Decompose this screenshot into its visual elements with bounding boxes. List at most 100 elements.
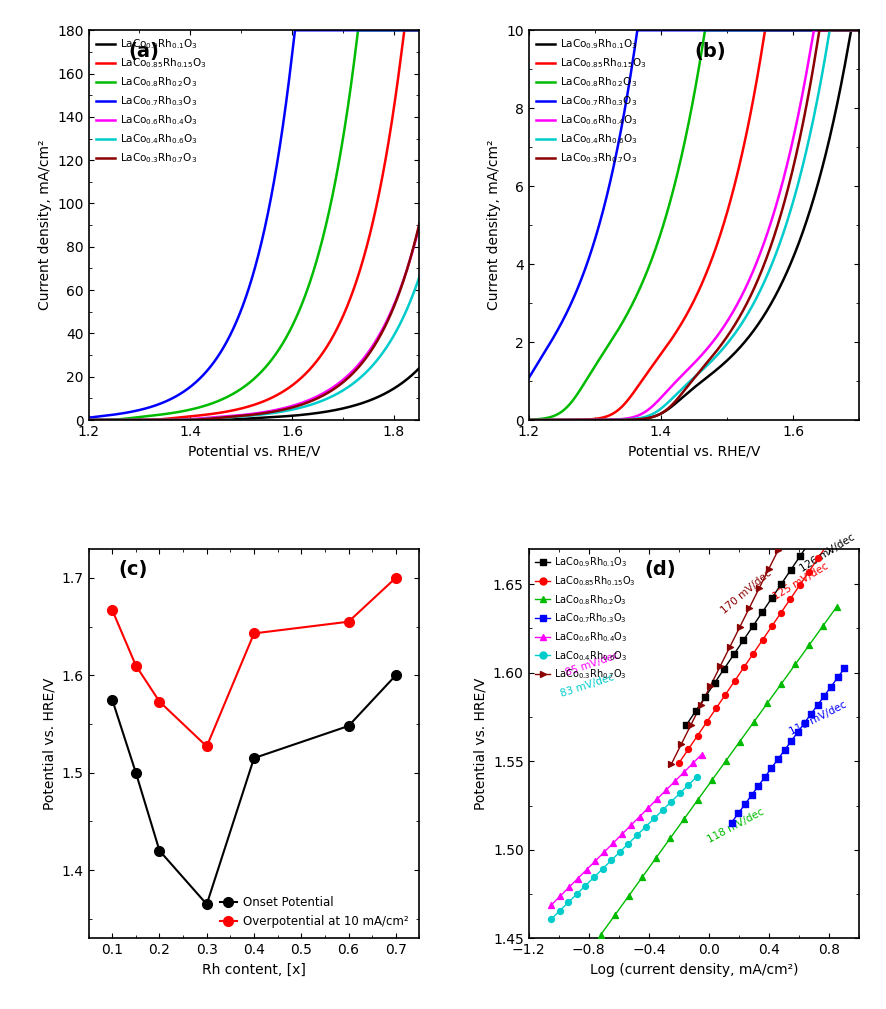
LaCo$_{0.7}$Rh$_{0.3}$O$_3$	[290, 24, 300, 36]
LaCo$_{0.6}$Rh$_{0.4}$O$_3$	[414, 220, 424, 232]
LaCo$_{0.6}$Rh$_{0.4}$O$_3$	[784, 150, 795, 162]
LaCo$_{0.8}$Rh$_{0.2}$O$_3$	[245, 376, 255, 388]
Point	[672, 755, 686, 771]
LaCo$_{0.3}$Rh$_{0.7}$O$_3$	[100, 414, 111, 426]
LaCo$_{0.9}$Rh$_{0.1}$O$_3$	[83, 414, 94, 426]
LaCo$_{0.4}$Rh$_{0.6}$O$_3$	[844, 24, 855, 36]
Point	[736, 633, 750, 649]
Point	[684, 716, 698, 733]
Point	[604, 853, 618, 869]
Point	[821, 506, 835, 522]
Point	[677, 764, 691, 780]
LaCo$_{0.3}$Rh$_{0.7}$O$_3$	[844, 24, 855, 36]
Point	[587, 869, 601, 885]
Point	[783, 591, 797, 607]
LaCo$_{0.7}$Rh$_{0.3}$O$_3$	[632, 24, 642, 36]
Point	[746, 646, 760, 662]
Point	[797, 714, 812, 731]
Point	[765, 760, 779, 776]
LaCo$_{0.4}$Rh$_{0.6}$O$_3$	[100, 414, 111, 426]
LaCo$_{0.3}$Rh$_{0.7}$O$_3$	[404, 254, 415, 266]
Text: (a): (a)	[128, 42, 159, 61]
Point	[791, 723, 805, 740]
LaCo$_{0.3}$Rh$_{0.7}$O$_3$	[540, 414, 551, 426]
Point	[694, 697, 708, 713]
LaCo$_{0.7}$Rh$_{0.3}$O$_3$	[524, 372, 534, 384]
Point	[588, 853, 602, 869]
Point	[802, 563, 816, 579]
Point	[802, 637, 816, 653]
Line: LaCo$_{0.8}$Rh$_{0.2}$O$_3$: LaCo$_{0.8}$Rh$_{0.2}$O$_3$	[529, 30, 859, 420]
LaCo$_{0.7}$Rh$_{0.3}$O$_3$	[83, 412, 94, 424]
Point	[737, 659, 751, 675]
LaCo$_{0.6}$Rh$_{0.4}$O$_3$	[684, 362, 695, 374]
Point	[639, 818, 653, 834]
Line: LaCo$_{0.7}$Rh$_{0.3}$O$_3$: LaCo$_{0.7}$Rh$_{0.3}$O$_3$	[529, 30, 859, 378]
Point	[793, 548, 807, 564]
Point	[624, 817, 638, 833]
Line: LaCo$_{0.9}$Rh$_{0.1}$O$_3$: LaCo$_{0.9}$Rh$_{0.1}$O$_3$	[529, 30, 859, 420]
LaCo$_{0.9}$Rh$_{0.1}$O$_3$	[404, 371, 415, 383]
Point	[831, 491, 845, 508]
LaCo$_{0.3}$Rh$_{0.7}$O$_3$	[405, 254, 416, 266]
Point	[664, 756, 679, 772]
Point	[784, 733, 798, 749]
Point	[751, 778, 766, 794]
Point	[689, 702, 703, 718]
LaCo$_{0.8}$Rh$_{0.2}$O$_3$	[353, 24, 363, 36]
LaCo$_{0.6}$Rh$_{0.4}$O$_3$	[83, 414, 94, 426]
LaCo$_{0.9}$Rh$_{0.1}$O$_3$	[844, 32, 855, 44]
LaCo$_{0.7}$Rh$_{0.3}$O$_3$	[844, 24, 855, 36]
Point	[760, 695, 774, 711]
Line: LaCo$_{0.9}$Rh$_{0.1}$O$_3$: LaCo$_{0.9}$Rh$_{0.1}$O$_3$	[89, 368, 419, 420]
LaCo$_{0.9}$Rh$_{0.1}$O$_3$	[854, 24, 865, 36]
LaCo$_{0.9}$Rh$_{0.1}$O$_3$	[344, 401, 354, 413]
Text: (c): (c)	[119, 560, 148, 579]
LaCo$_{0.85}$Rh$_{0.15}$O$_3$	[675, 319, 686, 331]
Text: (d): (d)	[644, 560, 676, 579]
LaCo$_{0.9}$Rh$_{0.1}$O$_3$	[245, 413, 255, 425]
Point	[801, 483, 815, 499]
LaCo$_{0.85}$Rh$_{0.15}$O$_3$	[83, 414, 94, 426]
LaCo$_{0.9}$Rh$_{0.1}$O$_3$	[846, 24, 857, 36]
Point	[752, 580, 766, 596]
LaCo$_{0.6}$Rh$_{0.4}$O$_3$	[844, 24, 855, 36]
LaCo$_{0.7}$Rh$_{0.3}$O$_3$	[245, 281, 255, 293]
Point	[668, 773, 682, 789]
Legend: LaCo$_{0.9}$Rh$_{0.1}$O$_3$, LaCo$_{0.85}$Rh$_{0.15}$O$_3$, LaCo$_{0.8}$Rh$_{0.2: LaCo$_{0.9}$Rh$_{0.1}$O$_3$, LaCo$_{0.85…	[94, 35, 209, 167]
LaCo$_{0.8}$Rh$_{0.2}$O$_3$	[524, 414, 534, 426]
Point	[820, 444, 835, 460]
LaCo$_{0.85}$Rh$_{0.15}$O$_3$	[414, 24, 424, 36]
Line: LaCo$_{0.4}$Rh$_{0.6}$O$_3$: LaCo$_{0.4}$Rh$_{0.6}$O$_3$	[529, 30, 859, 420]
Point	[758, 769, 772, 785]
Point	[571, 871, 585, 887]
Point	[723, 639, 737, 655]
LaCo$_{0.4}$Rh$_{0.6}$O$_3$	[83, 414, 94, 426]
Point	[746, 714, 760, 731]
Point	[630, 827, 644, 844]
LaCo$_{0.4}$Rh$_{0.6}$O$_3$	[344, 380, 354, 393]
LaCo$_{0.4}$Rh$_{0.6}$O$_3$	[784, 209, 795, 221]
Point	[544, 911, 558, 927]
LaCo$_{0.4}$Rh$_{0.6}$O$_3$	[414, 270, 424, 283]
Point	[641, 800, 656, 816]
Legend: LaCo$_{0.9}$Rh$_{0.1}$O$_3$, LaCo$_{0.85}$Rh$_{0.15}$O$_3$, LaCo$_{0.8}$Rh$_{0.2: LaCo$_{0.9}$Rh$_{0.1}$O$_3$, LaCo$_{0.85…	[533, 554, 638, 683]
Point	[594, 926, 608, 942]
Point	[561, 894, 575, 910]
LaCo$_{0.9}$Rh$_{0.1}$O$_3$	[684, 385, 695, 398]
Point	[621, 888, 635, 904]
LaCo$_{0.4}$Rh$_{0.6}$O$_3$	[405, 297, 416, 309]
LaCo$_{0.7}$Rh$_{0.3}$O$_3$	[854, 24, 865, 36]
LaCo$_{0.8}$Rh$_{0.2}$O$_3$	[344, 93, 354, 105]
LaCo$_{0.6}$Rh$_{0.4}$O$_3$	[524, 414, 534, 426]
Point	[608, 907, 622, 923]
Point	[791, 502, 805, 519]
Point	[733, 734, 747, 750]
LaCo$_{0.4}$Rh$_{0.6}$O$_3$	[524, 414, 534, 426]
Legend: Onset Potential, Overpotential at 10 mA/cm²: Onset Potential, Overpotential at 10 mA/…	[214, 891, 414, 932]
LaCo$_{0.7}$Rh$_{0.3}$O$_3$	[684, 24, 695, 36]
LaCo$_{0.85}$Rh$_{0.15}$O$_3$	[844, 24, 855, 36]
Y-axis label: Potential vs. HRE/V: Potential vs. HRE/V	[42, 677, 56, 809]
Line: LaCo$_{0.8}$Rh$_{0.2}$O$_3$: LaCo$_{0.8}$Rh$_{0.2}$O$_3$	[89, 30, 419, 420]
Point	[778, 742, 792, 758]
